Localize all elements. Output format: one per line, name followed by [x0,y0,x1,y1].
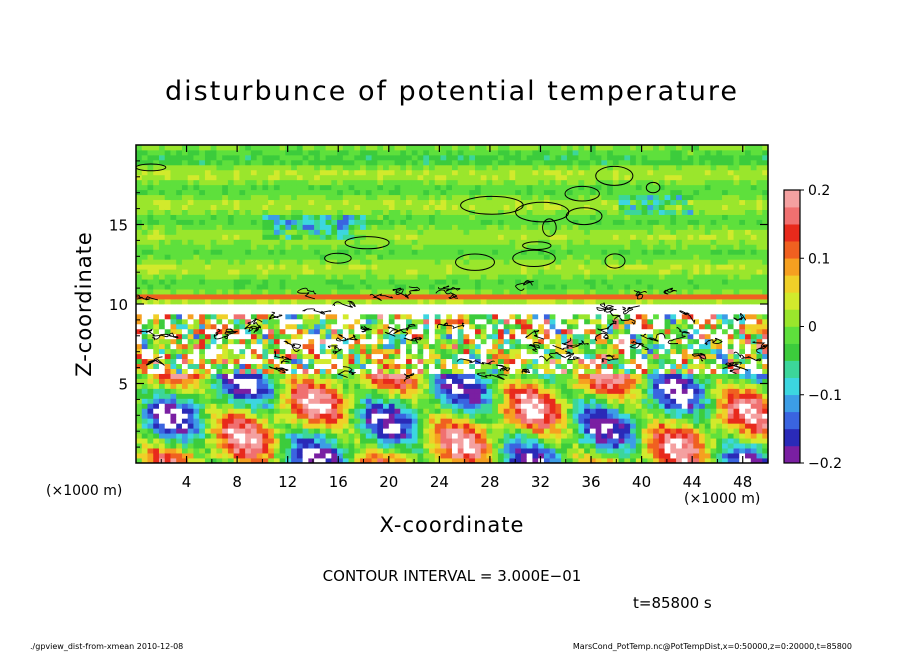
colorbar-tick-label: 0.2 [808,183,830,199]
footer-script-label: ./gpview_dist-from-xmean 2010-12-08 [30,642,184,651]
colorbar-tick-label: −0.2 [808,456,842,472]
x-tick-label: 40 [632,473,651,491]
time-label: t=85800 s [633,594,712,612]
colorbar-swatch [784,377,800,396]
colorbar-swatch [784,411,800,430]
colorbar-swatch [784,394,800,413]
colorbar-swatch [784,360,800,378]
colorbar-swatch [784,275,800,293]
x-tick-label: 28 [480,473,499,491]
y-tick-label: 15 [109,217,128,235]
colorbar-tick-label: 0 [808,320,817,336]
colorbar-swatch [784,309,800,327]
x-tick-label: 24 [430,473,449,491]
colorbar: 0.2 0.1 0 −0.1 −0.2 [783,183,842,472]
x-tick-label: 20 [379,473,398,491]
colorbar-swatch [784,326,800,344]
x-tick-label: 48 [733,473,752,491]
colorbar-swatch [784,292,800,310]
colorbar-swatch [784,258,800,276]
colorbar-swatch [784,190,800,208]
footer-source-label: MarsCond_PotTemp.nc@PotTempDist,x=0:5000… [572,642,852,651]
colorbar-swatch [784,428,800,447]
colorbar-swatch [784,241,800,259]
x-unit-label: (×1000 m) [684,491,761,507]
x-tick-label: 32 [531,473,550,491]
y-axis-ticks: 5 10 15 [109,160,768,448]
chart-title: disturbunce of potential temperature [165,76,739,107]
x-axis-label: X-coordinate [379,513,525,537]
x-tick-label: 16 [329,473,348,491]
colorbar-swatch [784,224,800,242]
x-tick-label: 36 [581,473,600,491]
contour-interval-label: CONTOUR INTERVAL = 3.000E−01 [322,567,582,585]
y-tick-label: 5 [118,376,128,394]
z-unit-label: (×1000 m) [46,483,123,499]
colorbar-swatch [784,343,800,361]
x-tick-label: 12 [278,473,297,491]
x-tick-label: 4 [182,473,192,491]
colorbar-swatch [784,445,800,464]
heatmap-field [136,145,768,463]
x-axis-ticks: 4 8 12 16 20 24 28 32 36 40 44 48 [160,145,752,491]
colorbar-tick-label: −0.1 [808,388,842,404]
colorbar-tick-label: 0.1 [808,251,830,267]
x-tick-label: 8 [232,473,242,491]
x-tick-label: 44 [683,473,702,491]
y-tick-label: 10 [109,296,128,314]
colorbar-swatch [784,207,800,225]
